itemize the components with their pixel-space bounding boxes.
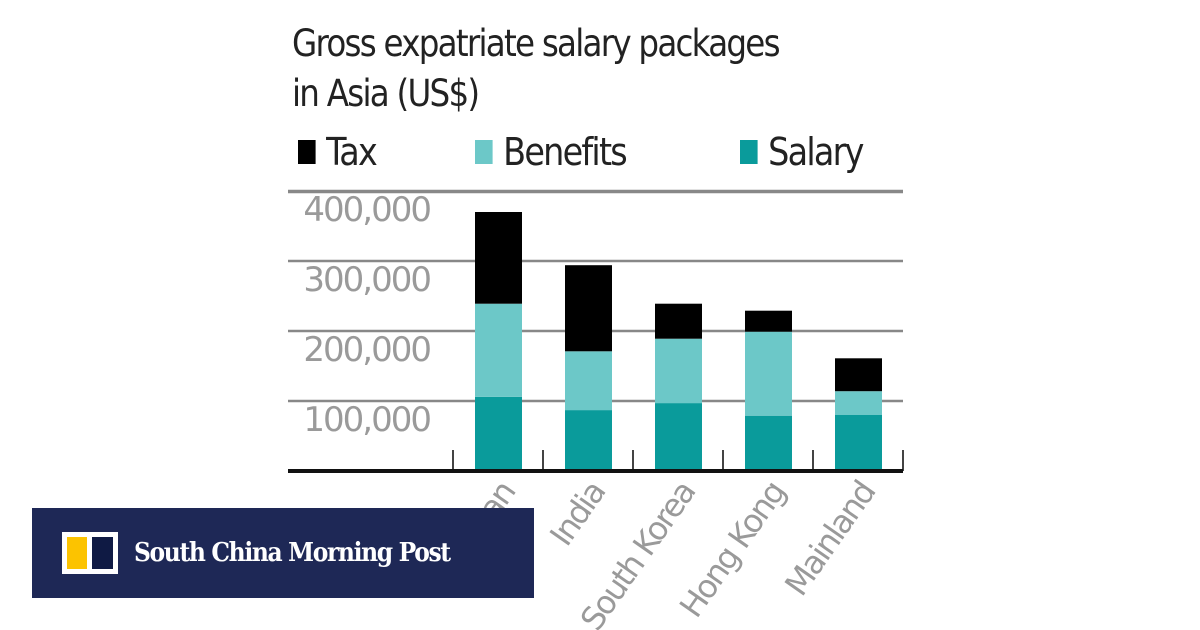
bar-salary bbox=[565, 410, 612, 471]
bar-benefits bbox=[745, 331, 792, 416]
x-tick-label: Mainland bbox=[777, 475, 882, 603]
bar-tax bbox=[745, 310, 792, 332]
bar-benefits bbox=[655, 338, 702, 404]
y-tick-label: 200,000 bbox=[303, 330, 430, 370]
bar-benefits bbox=[835, 391, 882, 415]
bar-salary bbox=[655, 403, 702, 471]
y-tick-label: 100,000 bbox=[303, 400, 430, 440]
scmp-logo-text: South China Morning Post bbox=[134, 538, 451, 568]
bar-tax bbox=[655, 303, 702, 339]
legend-label-tax: Tax bbox=[326, 130, 378, 174]
chart-subtitle-line-2: in Asia (US$) bbox=[292, 72, 480, 115]
legend-item-benefits: Benefits bbox=[475, 130, 628, 174]
scmp-logo: South China Morning Post bbox=[32, 508, 534, 598]
bar-salary bbox=[475, 396, 522, 471]
y-tick-label: 400,000 bbox=[303, 190, 430, 230]
bar-tax bbox=[835, 358, 882, 392]
legend-swatch-benefits bbox=[475, 140, 493, 164]
legend-label-salary: Salary bbox=[768, 130, 864, 174]
legend-swatch-tax bbox=[298, 140, 316, 164]
legend-swatch-salary bbox=[740, 140, 758, 164]
bar-salary bbox=[745, 415, 792, 471]
legend-item-salary: Salary bbox=[740, 130, 864, 174]
chart-subtitle-line-1: Gross expatriate salary packages bbox=[292, 22, 781, 65]
x-tick-label: India bbox=[542, 475, 612, 553]
bar-benefits bbox=[475, 303, 522, 397]
scmp-logo-mark-icon bbox=[62, 532, 118, 574]
bar-tax bbox=[475, 212, 522, 304]
bar-tax bbox=[565, 265, 612, 352]
bar-benefits bbox=[565, 351, 612, 411]
bar-salary bbox=[835, 415, 882, 471]
y-tick-label: 300,000 bbox=[303, 260, 430, 300]
legend-label-benefits: Benefits bbox=[503, 130, 628, 174]
legend-item-tax: Tax bbox=[298, 130, 378, 174]
